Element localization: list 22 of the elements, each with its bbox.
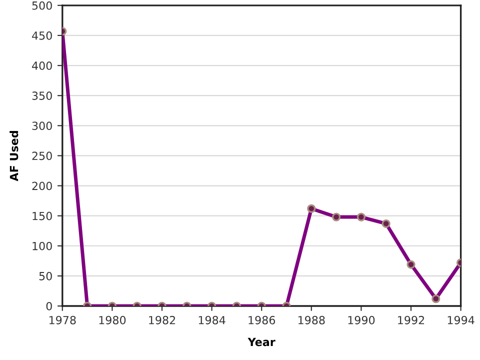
y-tick-label: 350 (32, 92, 52, 100)
x-tick-label: 1980 (99, 316, 126, 324)
x-tick-label: 1986 (248, 316, 276, 324)
x-tick-label: 1978 (49, 316, 76, 324)
x-tick-label: 1982 (149, 316, 176, 324)
y-tick-label: 50 (39, 272, 52, 280)
y-tick-label: 0 (46, 302, 52, 310)
y-tick-label: 450 (32, 31, 52, 40)
x-tick-label: 1992 (398, 316, 424, 324)
x-tick-label: 1984 (198, 316, 226, 324)
y-tick-label: 400 (32, 61, 52, 70)
x-tick-label: 1988 (298, 316, 325, 324)
x-tick-label: 1994 (448, 316, 474, 324)
y-tick-label: 150 (32, 212, 52, 220)
x-axis-title: Year (248, 338, 276, 346)
y-tick-label: 100 (32, 242, 52, 250)
y-axis-title: AF Used (10, 131, 18, 182)
y-tick-label: 200 (32, 182, 52, 190)
y-tick-label: 300 (32, 122, 52, 130)
y-tick-label: 500 (32, 1, 52, 10)
x-tick-label: 1990 (348, 316, 375, 324)
y-tick-label: 250 (32, 152, 52, 160)
